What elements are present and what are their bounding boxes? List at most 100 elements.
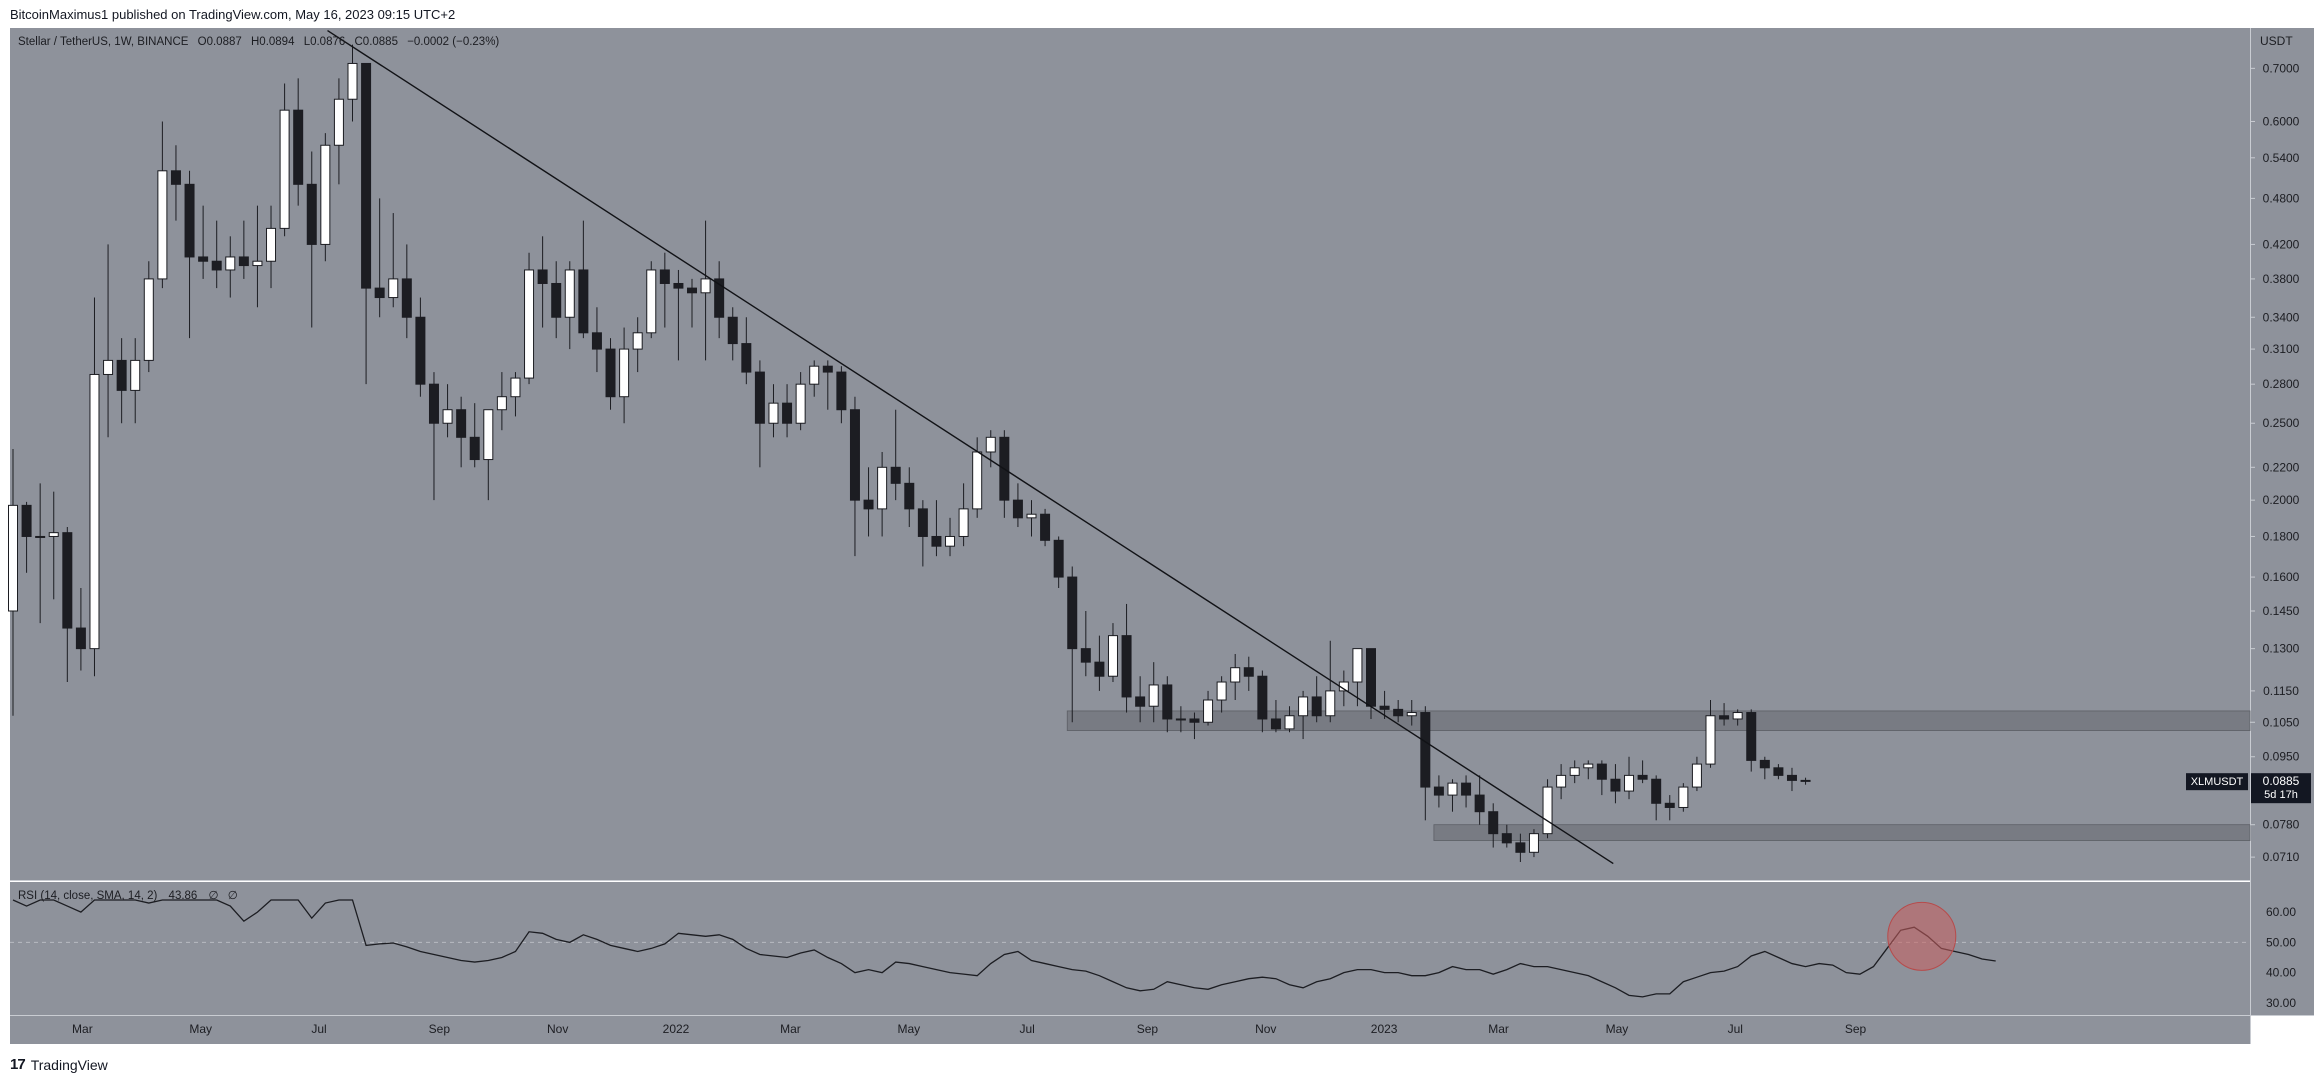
candle-body xyxy=(754,371,765,424)
candle xyxy=(1474,775,1485,825)
price-tick-label: 0.0950 xyxy=(2263,750,2300,764)
price-pane[interactable] xyxy=(10,28,2250,880)
candle-body xyxy=(537,269,548,284)
candle-body xyxy=(48,532,59,537)
candle xyxy=(1284,706,1295,733)
candle-body xyxy=(1311,696,1322,717)
candle xyxy=(1298,690,1309,740)
tradingview-logo[interactable]: 17 TradingView xyxy=(10,1056,108,1073)
candle-body xyxy=(1298,696,1309,717)
candle-body xyxy=(75,627,86,650)
candle xyxy=(1406,700,1417,726)
candle-body xyxy=(958,508,969,537)
candle xyxy=(524,252,535,385)
candle xyxy=(1203,690,1214,726)
candles xyxy=(8,44,1811,863)
candle-body xyxy=(279,109,290,229)
candle xyxy=(1270,700,1281,733)
candle xyxy=(877,451,888,537)
legend-change: −0.0002 (−0.23%) xyxy=(407,36,499,48)
candle xyxy=(225,236,236,298)
time-tick-label: May xyxy=(189,1022,212,1036)
rsi-legend-extra1: ∅ xyxy=(209,890,219,902)
candle-body xyxy=(266,227,277,262)
time-tick-label: Jul xyxy=(1728,1022,1743,1036)
candle xyxy=(21,501,32,573)
candle xyxy=(1393,700,1404,723)
candle xyxy=(1162,676,1173,733)
time-tick-label: Jul xyxy=(311,1022,326,1036)
candle-body xyxy=(605,348,616,398)
candle-body xyxy=(1420,712,1431,788)
candle xyxy=(714,261,725,339)
candle-body xyxy=(1569,767,1580,776)
candle-body xyxy=(442,409,453,424)
candle xyxy=(469,403,480,468)
candle-body xyxy=(1637,774,1648,780)
candle xyxy=(1705,700,1716,768)
time-axis-bg[interactable] xyxy=(10,1016,2250,1044)
rsi-pane[interactable] xyxy=(10,882,2250,1015)
candle xyxy=(388,213,399,308)
candle-body xyxy=(1719,715,1730,720)
support-zone[interactable] xyxy=(1433,824,2251,841)
candle-body xyxy=(225,256,236,271)
legend-l-label: L xyxy=(304,36,311,48)
price-tick-label: 0.2800 xyxy=(2263,377,2300,391)
candle xyxy=(456,396,467,468)
candle-body xyxy=(687,287,697,294)
descending-trendline[interactable] xyxy=(327,29,1614,865)
candle xyxy=(904,467,915,528)
candle-body xyxy=(700,278,711,294)
time-tick-label: Nov xyxy=(547,1022,568,1036)
legend-o-value: 0.0887 xyxy=(207,36,242,48)
candle xyxy=(1528,829,1539,858)
candle xyxy=(591,307,602,373)
candle xyxy=(945,517,956,557)
candle-body xyxy=(1012,499,1023,519)
candle-body xyxy=(361,62,372,289)
candle-body xyxy=(1053,539,1064,578)
candle xyxy=(605,338,616,410)
symbol-badge-text: XLMUSDT xyxy=(2191,776,2244,788)
candle-body xyxy=(1461,782,1472,796)
time-tick-label: 2022 xyxy=(663,1022,690,1036)
candle-body xyxy=(890,466,901,484)
candle-body xyxy=(1542,786,1553,835)
candle-body xyxy=(1732,712,1743,720)
candle xyxy=(1569,760,1580,784)
rsi-line xyxy=(12,899,1996,998)
candle xyxy=(130,338,141,424)
legend-c-value: 0.0885 xyxy=(363,36,398,48)
ohlc-legend: Stellar / TetherUS, 1W, BINANCE O0.0887 … xyxy=(18,36,499,48)
candle xyxy=(266,205,277,289)
candle-body xyxy=(1664,802,1675,808)
price-tick-label: 0.0780 xyxy=(2263,818,2300,832)
price-axis-bg[interactable] xyxy=(2250,28,2314,1015)
legend-h-label: H xyxy=(251,36,259,48)
price-chart[interactable]: 0.7000 0.6000 0.5400 0.4800 0.4200 0.3800 0.34… xyxy=(0,0,2314,1048)
support-zone[interactable] xyxy=(1066,710,2251,731)
candle xyxy=(1786,767,1797,792)
time-tick-label: Nov xyxy=(1255,1022,1276,1036)
candle-body xyxy=(1148,684,1159,707)
candle-body xyxy=(1705,715,1716,765)
currency-label: USDT xyxy=(2260,34,2293,48)
candle xyxy=(116,338,127,424)
legend-c-label: C xyxy=(354,36,362,48)
price-tick-label: 0.1050 xyxy=(2263,715,2300,729)
candle-body xyxy=(714,278,725,318)
candle-body xyxy=(347,62,358,100)
rsi-legend-label: RSI (14, close, SMA, 14, 2) xyxy=(18,890,158,902)
candle-body xyxy=(388,278,399,299)
candle-body xyxy=(415,316,426,385)
candle xyxy=(673,269,684,361)
candle xyxy=(1624,756,1635,800)
candle xyxy=(62,527,73,683)
rsi-legend: RSI (14, close, SMA, 14, 2) 43.86 ∅ ∅ xyxy=(18,890,238,902)
candle-body xyxy=(822,365,833,373)
price-tick-label: 0.6000 xyxy=(2263,114,2300,128)
support-zones xyxy=(1066,710,2251,841)
trendline[interactable] xyxy=(327,29,1614,865)
price-tick-label: 0.5400 xyxy=(2263,151,2300,165)
